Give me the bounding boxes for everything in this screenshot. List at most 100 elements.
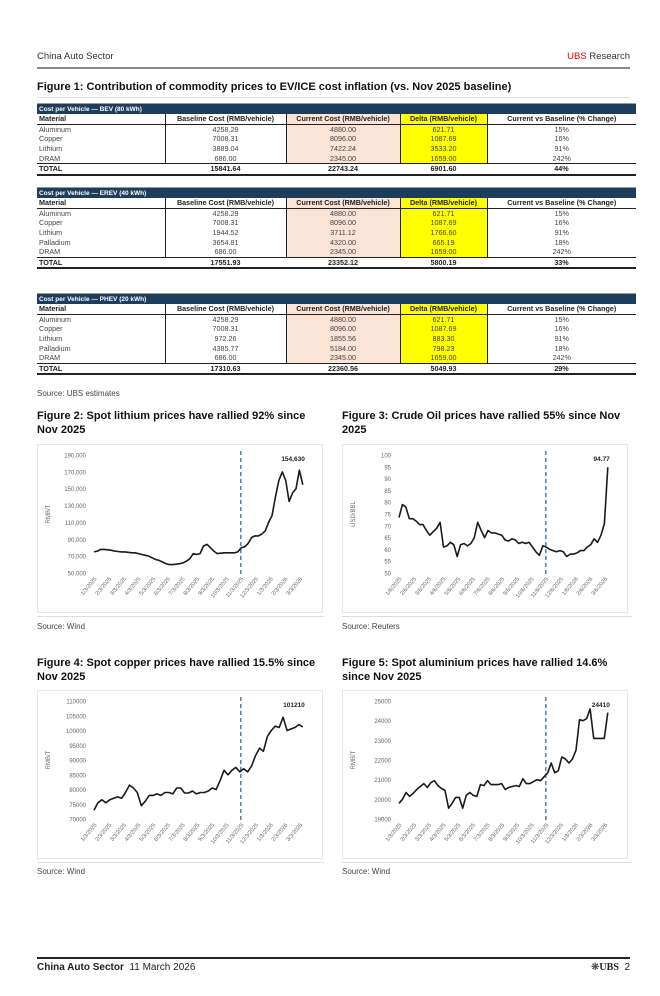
y-tick-label: 85 — [384, 489, 391, 495]
header-divider — [37, 67, 630, 69]
table-cell: 91% — [486, 227, 637, 238]
column-header: Current Cost (RMB/vehicle) — [285, 198, 400, 209]
total-cell: 17551.93 — [165, 256, 286, 270]
y-axis-label: RMB/T — [46, 750, 52, 769]
y-tick-label: 85000 — [69, 773, 86, 779]
y-axis-label: RMB/T — [46, 504, 52, 523]
table-cell: Lithium — [39, 144, 63, 154]
footer-divider — [37, 957, 630, 959]
table-cell: 621.71 — [399, 124, 487, 135]
table-cell: 2345.00 — [285, 153, 400, 164]
y-tick-label: 190,000 — [64, 454, 86, 460]
figure5-title: Figure 5: Spot aluminium prices have ral… — [342, 657, 608, 683]
column-header: Current vs Baseline (% Change) — [486, 198, 637, 209]
copper-chart: 70000 75000 80000 85000 90000 95000 100000 1050… — [37, 690, 323, 859]
table-cell: 4385.77 — [164, 343, 286, 353]
divider — [342, 616, 632, 617]
table-header-row: Material Baseline Cost (RMB/vehicle) Curre… — [37, 304, 637, 315]
divider — [37, 616, 324, 617]
y-tick-label: 50,000 — [68, 572, 87, 578]
table-cell: 18% — [486, 343, 637, 353]
brand-research: Research — [586, 51, 630, 62]
table-cell: DRAM — [39, 353, 61, 363]
table-cell: 1659.00 — [399, 352, 487, 364]
total-row: TOTAL 15841.64 22743.24 6901.60 44% — [37, 162, 636, 176]
table-cell: 242% — [486, 352, 637, 364]
figure5-source: Source: Wind — [342, 867, 391, 876]
table-cell: 15% — [486, 208, 637, 219]
table-row: Palladium 4385.77 5184.00 798.23 18% — [37, 343, 637, 353]
table-cell: 1659.00 — [399, 246, 487, 258]
end-value-label: 101210 — [283, 702, 305, 709]
column-header: Material — [37, 114, 165, 125]
figure3-title: Figure 3: Crude Oil prices have rallied … — [342, 410, 621, 436]
table-cell: 7008.31 — [164, 134, 286, 144]
table-cell: 16% — [486, 134, 636, 144]
column-header: Delta (RMB/vehicle) — [399, 304, 487, 315]
table-row: DRAM 686.00 2345.00 1659.00 242% — [37, 153, 636, 164]
table-cell: 1855.56 — [285, 333, 400, 344]
table-cell: 665.19 — [399, 237, 487, 247]
table-cell: 4258.29 — [164, 124, 286, 135]
table-cell: DRAM — [39, 247, 61, 257]
figure4-title: Figure 4: Spot copper prices have rallie… — [37, 657, 316, 683]
line-chart-svg: 70000 75000 80000 85000 90000 95000 100000 1050… — [46, 697, 305, 845]
table-cell: 3654.81 — [164, 237, 286, 247]
ubs-keys-logo-icon: ❋ — [591, 962, 600, 973]
table-cell: 5184.00 — [285, 343, 400, 353]
column-header: Current vs Baseline (% Change) — [486, 304, 637, 315]
total-cell: 5800.19 — [400, 256, 487, 270]
table-cell: DRAM — [39, 153, 61, 163]
y-tick-label: 90 — [384, 477, 391, 483]
line-chart-svg: 50,000 70,000 90,000 110,000 130,000 150,000 1… — [46, 451, 305, 599]
table-row: Copper 7008.31 8096.00 1087.69 16% — [37, 218, 637, 228]
y-tick-label: 80 — [384, 501, 391, 507]
table-cell: Lithium — [39, 334, 63, 344]
table-row: DRAM 686.00 2345.00 1659.00 242% — [37, 352, 637, 364]
column-header: Baseline Cost (RMB/vehicle) — [164, 198, 286, 209]
total-cell: TOTAL — [37, 256, 165, 270]
y-tick-label: 170,000 — [64, 470, 86, 476]
y-tick-label: 25000 — [374, 700, 391, 706]
table-title: Cost per Vehicle — EREV (40 kWh) — [37, 187, 637, 198]
total-cell: 22360.56 — [286, 362, 400, 376]
price-series-line — [93, 469, 304, 566]
cost-table: Cost per Vehicle — BEV (80 kWh) Material B… — [37, 103, 636, 176]
table-cell: Aluminum — [39, 314, 71, 324]
table-cell: Copper — [39, 218, 63, 228]
y-tick-label: 19000 — [374, 818, 391, 824]
total-cell: 5049.93 — [400, 362, 487, 376]
header-brand: UBS Research — [567, 51, 630, 62]
table-cell: 1766.60 — [399, 227, 487, 238]
table-header-row: Material Baseline Cost (RMB/vehicle) Curre… — [37, 198, 637, 209]
table-cell: 16% — [486, 218, 637, 228]
footer-right: ❋UBS 2 — [591, 962, 630, 973]
y-tick-label: 130,000 — [64, 504, 86, 510]
total-cell: 22743.24 — [286, 162, 400, 176]
table-cell: 3711.12 — [285, 227, 400, 238]
table-row: Palladium 3654.81 4320.00 665.19 18% — [37, 237, 637, 247]
column-header: Delta (RMB/vehicle) — [399, 198, 487, 209]
aluminium-chart: 19000 20000 21000 22000 23000 24000 25000 RMB/T… — [342, 690, 628, 859]
figure1-title: Figure 1: Contribution of commodity pric… — [37, 81, 512, 93]
table-cell: 8096.00 — [285, 134, 400, 144]
y-tick-label: 100 — [381, 454, 392, 460]
column-header: Current Cost (RMB/vehicle) — [285, 114, 400, 125]
table-cell: Aluminum — [39, 124, 71, 134]
table-cell: 242% — [486, 153, 636, 164]
y-tick-label: 70000 — [69, 818, 86, 824]
y-tick-label: 24000 — [374, 719, 391, 725]
table-cell: 2345.00 — [285, 352, 400, 364]
divider — [342, 862, 632, 863]
table-row: Copper 7008.31 8096.00 1087.69 16% — [37, 134, 636, 144]
table-cell: 7008.31 — [164, 324, 286, 334]
y-tick-label: 70,000 — [68, 555, 87, 561]
table-cell: 1087.69 — [399, 134, 487, 144]
column-header: Material — [37, 198, 165, 209]
lithium-chart: 50,000 70,000 90,000 110,000 130,000 150,000 1… — [37, 444, 323, 613]
table-cell: 621.71 — [399, 314, 487, 325]
table-cell: 4880.00 — [285, 208, 400, 219]
y-tick-label: 70 — [384, 524, 391, 530]
total-row: TOTAL 17551.93 23352.12 5800.19 33% — [37, 256, 637, 270]
table-row: DRAM 686.00 2345.00 1659.00 242% — [37, 246, 637, 258]
